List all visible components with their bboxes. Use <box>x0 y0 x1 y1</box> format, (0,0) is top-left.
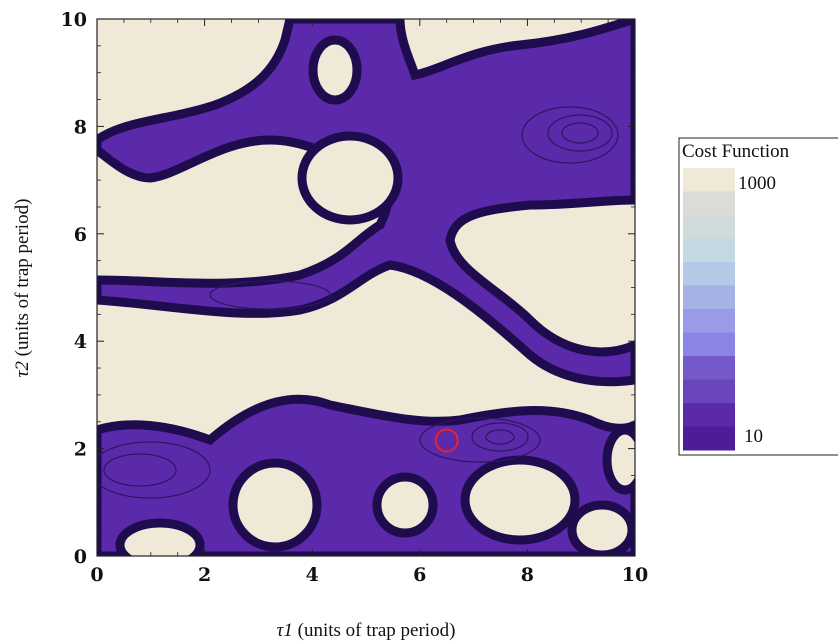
x-tick-label-8: 8 <box>521 564 534 586</box>
legend-swatch-1 <box>683 168 735 192</box>
legend-swatch-7 <box>683 309 735 333</box>
legend-swatch-11 <box>683 403 735 427</box>
island-2 <box>308 35 362 105</box>
legend-swatch-9 <box>683 356 735 380</box>
legend-swatch-4 <box>683 238 735 263</box>
contour-ring-mid <box>209 280 331 310</box>
legend-swatch-3 <box>683 215 735 239</box>
contour-ring-left <box>103 453 177 487</box>
x-tick-label-0: 0 <box>90 564 103 586</box>
contour-ring-bottom-3 <box>419 417 541 463</box>
island-6 <box>115 518 205 556</box>
y-tick-label-10: 10 <box>61 9 87 31</box>
contour-ring-left-2 <box>97 441 211 499</box>
contour-lines <box>97 106 619 499</box>
y-tick-label-2: 2 <box>74 439 87 461</box>
legend-swatch-8 <box>683 332 735 357</box>
contour-ring-right-3 <box>521 106 619 164</box>
legend-swatch-5 <box>683 262 735 286</box>
legend-swatch-12 <box>683 426 735 451</box>
contour-ring-right-2 <box>547 114 613 152</box>
y-axis-title: τ2 (units of trap period) <box>12 199 33 378</box>
x-tick-label-10: 10 <box>622 564 648 586</box>
island-7 <box>567 500 635 556</box>
island-5 <box>460 455 580 545</box>
legend-title: Cost Function <box>682 141 790 162</box>
legend: Cost Function 1000 10 <box>678 137 838 456</box>
legend-swatch-6 <box>683 285 735 310</box>
legend-swatch-10 <box>683 379 735 404</box>
x-axis-title: τ1 (units of trap period) <box>277 620 456 641</box>
island-3 <box>228 458 322 552</box>
legend-swatch-2 <box>683 191 735 216</box>
contour-ring-bottom-2 <box>471 422 529 452</box>
x-tick-label-4: 4 <box>306 564 319 586</box>
y-tick-label-0: 0 <box>74 546 87 568</box>
contour-ring-bottom <box>485 429 515 445</box>
axis-ticks <box>96 18 636 557</box>
y-tick-label-4: 4 <box>74 331 87 353</box>
high-cost-islands <box>115 35 635 556</box>
island-8 <box>602 425 635 495</box>
island-1 <box>297 131 403 225</box>
legend-swatches <box>683 168 735 451</box>
legend-min-label: 10 <box>744 426 763 447</box>
tick-labels: 0 2 4 6 8 10 0 2 4 6 8 10 <box>61 9 649 586</box>
island-4 <box>372 472 438 538</box>
contour-ring-right <box>561 122 599 144</box>
y-tick-label-8: 8 <box>74 116 87 138</box>
x-tick-label-6: 6 <box>413 564 426 586</box>
y-tick-label-6: 6 <box>74 224 87 246</box>
x-tick-label-2: 2 <box>198 564 211 586</box>
selected-point-marker <box>434 428 459 453</box>
legend-max-label: 1000 <box>738 173 776 194</box>
